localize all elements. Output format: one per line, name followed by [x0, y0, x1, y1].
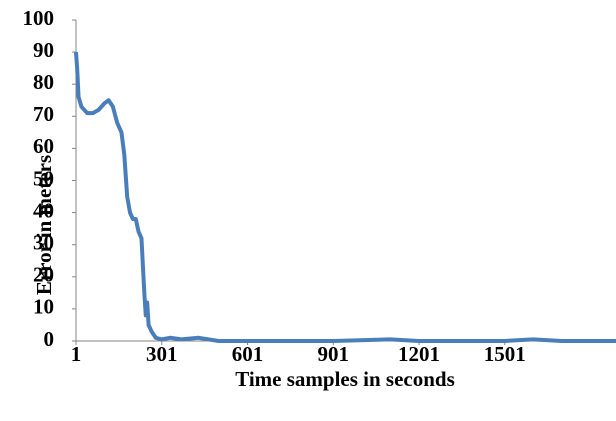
- y-tick-label: 30: [33, 231, 54, 255]
- x-tick-label: 1201: [398, 342, 440, 366]
- y-tick-label: 0: [44, 327, 55, 351]
- x-tick-label: 1: [71, 342, 82, 366]
- data-line: [74, 51, 616, 343]
- y-tick-label: 50: [33, 166, 54, 190]
- x-tick-label: 601: [232, 342, 264, 366]
- x-tick-label: 1501: [484, 342, 526, 366]
- y-tick-label: 40: [33, 198, 54, 222]
- x-tick-label: 301: [146, 342, 178, 366]
- y-axis-title: Error in meters: [32, 155, 56, 295]
- y-tick-label: 80: [33, 70, 54, 94]
- y-tick-label: 20: [33, 263, 54, 287]
- y-tick-label: 70: [33, 102, 54, 126]
- x-axis-title: Time samples in seconds: [235, 367, 455, 391]
- y-tick-label: 100: [23, 6, 55, 30]
- y-tick-label: 10: [33, 295, 54, 319]
- y-tick-label: 60: [33, 134, 54, 158]
- y-tick-label: 90: [33, 38, 54, 62]
- x-tick-label: 901: [318, 342, 350, 366]
